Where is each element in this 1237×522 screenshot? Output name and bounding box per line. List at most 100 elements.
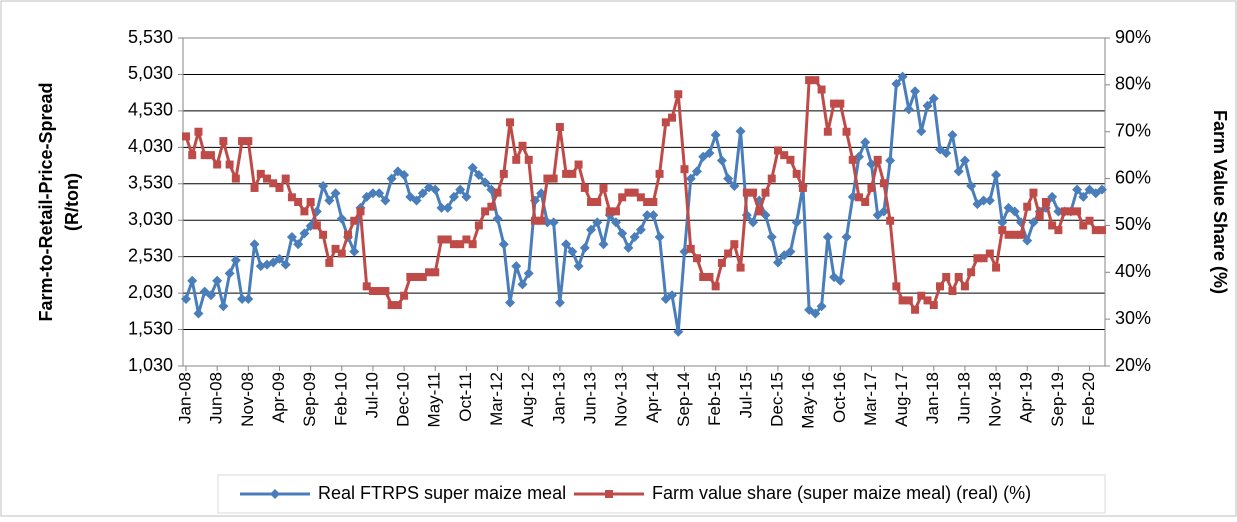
- point: [437, 235, 446, 244]
- point: [642, 210, 653, 221]
- x-tick-label: Jun-18: [954, 372, 973, 424]
- point: [766, 231, 777, 242]
- point: [387, 301, 396, 310]
- point: [1010, 230, 1019, 239]
- y2-tick-label: 90%: [1115, 27, 1151, 47]
- point: [548, 217, 559, 228]
- point: [562, 169, 571, 178]
- point: [618, 193, 627, 202]
- point: [593, 198, 602, 206]
- point: [281, 174, 290, 183]
- point: [897, 71, 908, 82]
- point: [973, 254, 982, 263]
- x-tick-label: Feb-15: [705, 372, 724, 426]
- point: [294, 198, 303, 206]
- y2-tick-label: 60%: [1115, 167, 1151, 187]
- point: [792, 169, 801, 178]
- point: [979, 254, 988, 263]
- point: [330, 188, 341, 199]
- point: [785, 246, 796, 257]
- point: [312, 221, 321, 230]
- point: [822, 231, 833, 242]
- point: [356, 207, 365, 216]
- point: [978, 195, 989, 206]
- point: [655, 169, 664, 178]
- point: [1079, 221, 1088, 230]
- point: [411, 195, 422, 206]
- point: [200, 151, 209, 160]
- legend: [217, 474, 1106, 514]
- point: [561, 239, 572, 250]
- point: [468, 240, 477, 249]
- point: [244, 137, 253, 146]
- y2-tick-label: 30%: [1115, 308, 1151, 328]
- point: [425, 268, 434, 277]
- point: [318, 180, 329, 191]
- x-tick-label: Jan-08: [175, 372, 194, 424]
- y-tick-label: 4,030: [128, 136, 173, 156]
- point: [685, 173, 696, 184]
- x-tick-label: Mar-12: [487, 372, 506, 426]
- point: [1072, 184, 1083, 195]
- point: [417, 188, 428, 199]
- point: [280, 259, 291, 270]
- point: [917, 291, 926, 300]
- point: [543, 174, 552, 183]
- point: [624, 188, 633, 197]
- point: [611, 207, 620, 216]
- point: [668, 113, 677, 122]
- point: [761, 188, 770, 197]
- y-axis-title: (R/ton): [62, 173, 82, 231]
- point: [187, 275, 198, 286]
- point: [630, 188, 639, 197]
- point: [499, 169, 508, 178]
- point: [1060, 207, 1069, 216]
- point: [182, 132, 190, 141]
- point: [336, 213, 347, 224]
- point: [941, 148, 952, 159]
- legend-label: Real FTRPS super maize meal: [318, 483, 566, 503]
- point: [610, 217, 621, 228]
- point: [243, 293, 254, 304]
- legend-swatch: [605, 490, 613, 498]
- point: [574, 160, 583, 169]
- point: [891, 78, 902, 89]
- point: [772, 257, 783, 268]
- point: [984, 195, 995, 206]
- point: [1009, 206, 1020, 217]
- point: [431, 268, 440, 277]
- point: [791, 217, 802, 228]
- point: [661, 118, 670, 127]
- legend-label: Farm value share (super maize meal) (rea…: [652, 483, 1031, 503]
- point: [212, 275, 223, 286]
- point: [967, 268, 976, 277]
- point: [998, 226, 1007, 235]
- point: [579, 242, 590, 253]
- point: [817, 85, 826, 94]
- y-tick-label: 5,530: [128, 27, 173, 47]
- point: [1004, 230, 1013, 239]
- point: [213, 160, 222, 169]
- point: [480, 177, 491, 188]
- point: [386, 173, 397, 184]
- point: [878, 206, 889, 217]
- x-tick-label: Oct-16: [830, 372, 849, 423]
- point: [636, 193, 645, 202]
- point: [250, 183, 259, 192]
- point: [337, 249, 346, 258]
- point: [873, 155, 882, 164]
- point: [442, 202, 453, 213]
- x-tick-label: Apr-09: [269, 372, 288, 423]
- point: [269, 179, 278, 188]
- x-tick-label: Nov-08: [238, 372, 257, 427]
- y2-tick-label: 20%: [1115, 355, 1151, 375]
- point: [911, 305, 920, 314]
- point: [643, 198, 652, 206]
- point: [854, 193, 863, 202]
- point: [568, 169, 577, 178]
- point: [287, 193, 296, 202]
- point: [966, 180, 977, 191]
- point: [193, 308, 204, 319]
